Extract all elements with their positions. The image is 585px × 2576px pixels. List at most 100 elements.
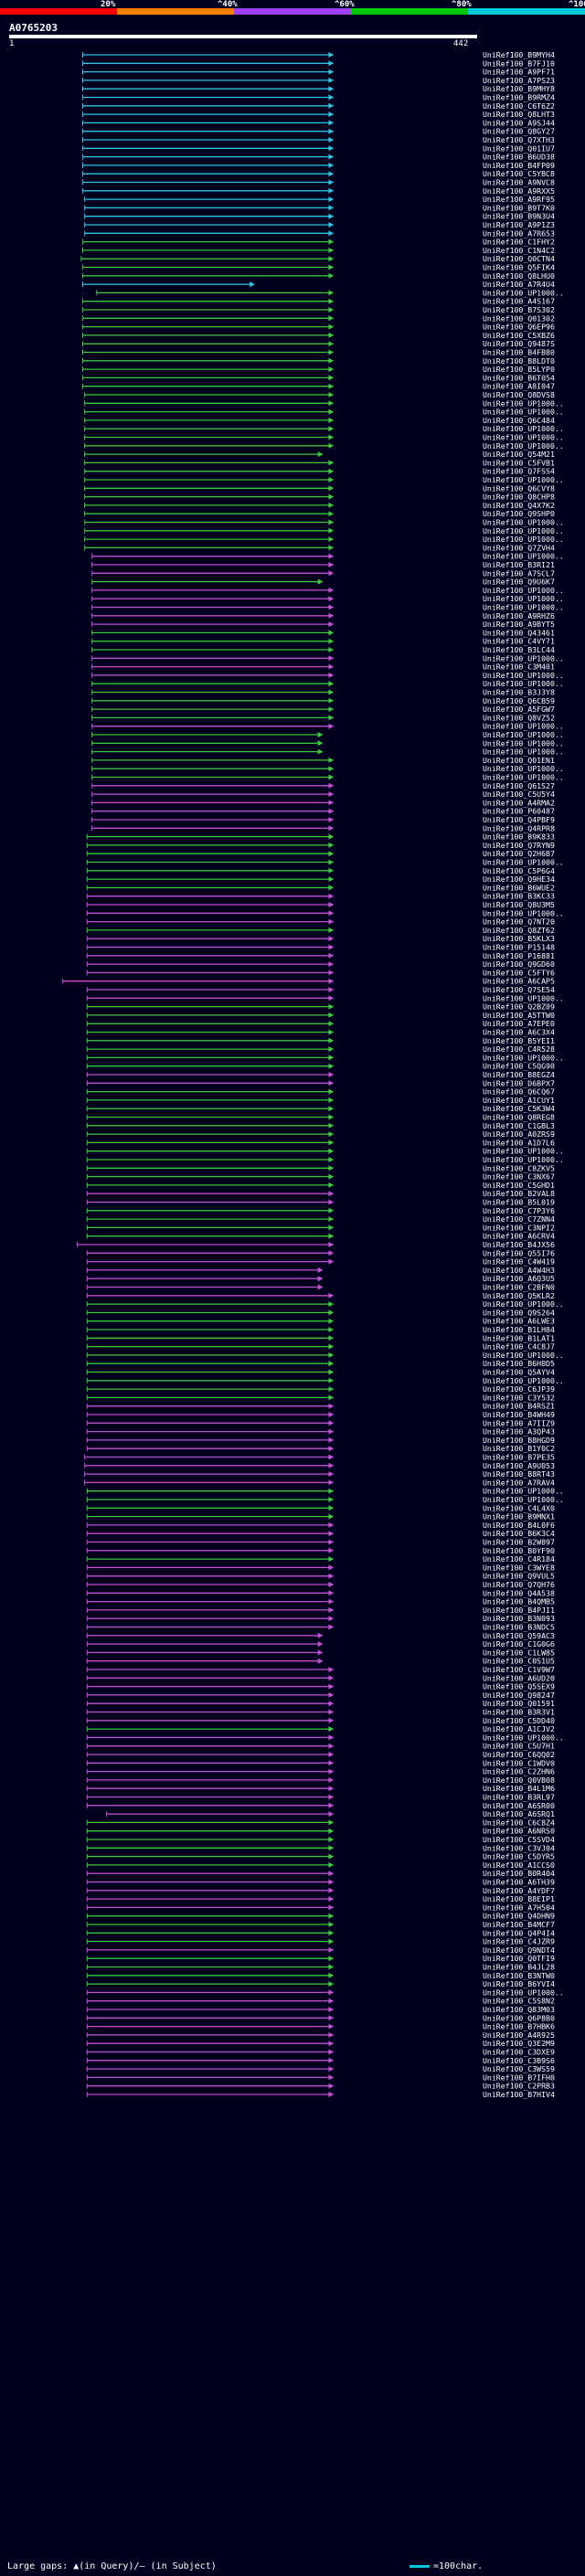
hit-row[interactable]: UniRef100_UP1000.. xyxy=(86,993,564,1002)
hit-label[interactable]: UniRef100_Q0CTN4 xyxy=(483,254,555,263)
hit-row[interactable]: UniRef100_C4R184 xyxy=(86,1554,555,1564)
hit-label[interactable]: UniRef100_B4MCF7 xyxy=(483,1920,555,1929)
hit-row[interactable]: UniRef100_C5SVD4 xyxy=(86,1835,555,1844)
hit-label[interactable]: UniRef100_Q9S264 xyxy=(483,1308,555,1317)
hit-row[interactable]: UniRef100_C4R528 xyxy=(86,1044,555,1054)
hit-label[interactable]: UniRef100_P16881 xyxy=(483,951,555,960)
hit-label[interactable]: UniRef100_B5L019 xyxy=(483,1198,555,1207)
hit-label[interactable]: UniRef100_C4VY71 xyxy=(483,637,555,646)
hit-row[interactable]: UniRef100_UP1000.. xyxy=(86,1988,564,1997)
hit-row[interactable]: UniRef100_UP1000.. xyxy=(86,1376,564,1385)
hit-label[interactable]: UniRef100_B3R3V1 xyxy=(483,1708,555,1717)
hit-label[interactable]: UniRef100_B8EIP1 xyxy=(483,1894,555,1903)
hit-label[interactable]: UniRef100_Q83M03 xyxy=(483,2005,555,2014)
hit-label[interactable]: UniRef100_Q9U6K7 xyxy=(483,578,555,587)
hit-row[interactable]: UniRef100_C4VY71 xyxy=(91,637,555,646)
hit-row[interactable]: UniRef100_UP1000.. xyxy=(91,747,564,757)
hit-label[interactable]: UniRef100_Q4P4I4 xyxy=(483,1928,555,1937)
hit-label[interactable]: UniRef100_C6C8Z4 xyxy=(483,1818,555,1827)
hit-label[interactable]: UniRef100_UP1000.. xyxy=(483,424,564,433)
hit-row[interactable]: UniRef100_B8RT43 xyxy=(84,1469,555,1479)
hit-row[interactable]: UniRef100_C2ZHN6 xyxy=(86,1767,555,1776)
hit-label[interactable]: UniRef100_Q01591 xyxy=(483,1699,555,1708)
hit-label[interactable]: UniRef100_B5LYP0 xyxy=(483,365,555,374)
hit-row[interactable]: UniRef100_A9NVC8 xyxy=(82,178,555,187)
hit-row[interactable]: UniRef100_C4W419 xyxy=(86,1257,555,1267)
hit-label[interactable]: UniRef100_C3B9S6 xyxy=(483,2056,555,2065)
hit-label[interactable]: UniRef100_A7H504 xyxy=(483,1903,555,1912)
hit-label[interactable]: UniRef100_UP1000.. xyxy=(483,1988,564,1997)
hit-label[interactable]: UniRef100_C5FTY6 xyxy=(483,968,555,977)
hit-label[interactable]: UniRef100_B5KLX3 xyxy=(483,934,555,943)
hit-row[interactable]: UniRef100_A7SCL7 xyxy=(91,568,555,578)
hit-row[interactable]: UniRef100_C5XBZ6 xyxy=(82,331,555,340)
hit-row[interactable]: UniRef100_A7R653 xyxy=(84,228,555,238)
hit-row[interactable]: UniRef100_C3DXE9 xyxy=(86,2048,555,2057)
hit-label[interactable]: UniRef100_A9P1Z3 xyxy=(483,220,555,229)
hit-row[interactable]: UniRef100_Q7ZVH4 xyxy=(84,543,555,552)
hit-label[interactable]: UniRef100_B0YF90 xyxy=(483,1546,555,1555)
hit-row[interactable]: UniRef100_A6Q3U5 xyxy=(86,1274,555,1283)
hit-row[interactable]: UniRef100_Q7FSS4 xyxy=(84,467,555,476)
hit-label[interactable]: UniRef100_A7RAV4 xyxy=(483,1478,555,1487)
hit-label[interactable]: UniRef100_Q8REG8 xyxy=(483,1113,555,1122)
hit-label[interactable]: UniRef100_A6UD20 xyxy=(483,1673,555,1682)
hit-row[interactable]: UniRef100_UP1000.. xyxy=(84,424,564,433)
hit-label[interactable]: UniRef100_C5GHD1 xyxy=(483,1181,555,1190)
hit-row[interactable]: UniRef100_Q9NDT4 xyxy=(86,1945,555,1955)
hit-row[interactable]: UniRef100_Q8CHP8 xyxy=(84,493,555,502)
hit-row[interactable]: UniRef100_A9BYT5 xyxy=(91,620,555,629)
hit-row[interactable]: UniRef100_C6T6Z2 xyxy=(82,101,555,111)
hit-row[interactable]: UniRef100_UP1000.. xyxy=(91,679,564,688)
hit-row[interactable]: UniRef100_Q4X7K2 xyxy=(84,501,555,510)
hit-label[interactable]: UniRef100_A9U053 xyxy=(483,1461,555,1470)
hit-label[interactable]: UniRef100_Q6EP96 xyxy=(483,323,555,332)
hit-label[interactable]: UniRef100_A7SCL7 xyxy=(483,568,555,578)
hit-row[interactable]: UniRef100_Q9VUL5 xyxy=(86,1572,555,1581)
hit-label[interactable]: UniRef100_A1CJV2 xyxy=(483,1724,555,1733)
hit-label[interactable]: UniRef100_B4PJI1 xyxy=(483,1606,555,1615)
hit-label[interactable]: UniRef100_C1V9W7 xyxy=(483,1665,555,1674)
hit-label[interactable]: UniRef100_B3LC44 xyxy=(483,645,555,654)
hit-row[interactable]: UniRef100_Q61S27 xyxy=(91,781,555,790)
hit-row[interactable]: UniRef100_B9N3U4 xyxy=(84,212,555,221)
hit-row[interactable]: UniRef100_B4L1M6 xyxy=(86,1784,555,1793)
hit-row[interactable]: UniRef100_C3WYE8 xyxy=(86,1563,555,1572)
hit-row[interactable]: UniRef100_UP1000.. xyxy=(91,552,564,561)
hit-label[interactable]: UniRef100_C5YBC8 xyxy=(483,169,555,178)
hit-label[interactable]: UniRef100_B3NDC5 xyxy=(483,1623,555,1632)
hit-label[interactable]: UniRef100_C5DD40 xyxy=(483,1716,555,1725)
hit-label[interactable]: UniRef100_UP1000.. xyxy=(483,722,564,731)
hit-label[interactable]: UniRef100_Q43461 xyxy=(483,628,555,637)
hit-label[interactable]: UniRef100_Q0TFI9 xyxy=(483,1954,555,1963)
hit-label[interactable]: UniRef100_A7IIZ9 xyxy=(483,1418,555,1427)
hit-row[interactable]: UniRef100_Q01IU7 xyxy=(82,143,555,153)
hit-label[interactable]: UniRef100_C6T6Z2 xyxy=(483,101,555,111)
hit-label[interactable]: UniRef100_A5TTW0 xyxy=(483,1011,555,1020)
hit-row[interactable]: UniRef100_UP1000.. xyxy=(86,1155,564,1164)
hit-row[interactable]: UniRef100_B9MYH4 xyxy=(82,50,555,59)
hit-row[interactable]: UniRef100_Q6P8B0 xyxy=(86,2013,555,2022)
hit-label[interactable]: UniRef100_C2BFN0 xyxy=(483,1283,555,1292)
hit-row[interactable]: UniRef100_Q8U3M5 xyxy=(86,900,555,909)
hit-label[interactable]: UniRef100_Q4A538 xyxy=(483,1588,555,1597)
hit-row[interactable]: UniRef100_Q5FIK4 xyxy=(82,263,555,272)
hit-row[interactable]: UniRef100_Q7SE54 xyxy=(86,985,555,994)
hit-row[interactable]: UniRef100_B7S302 xyxy=(82,305,555,314)
hit-row[interactable]: UniRef100_UP1000.. xyxy=(86,1147,564,1156)
hit-row[interactable]: UniRef100_B1LH84 xyxy=(86,1325,555,1334)
hit-row[interactable]: UniRef100_C4JZR9 xyxy=(86,1937,555,1946)
hit-label[interactable]: UniRef100_Q55I76 xyxy=(483,1248,555,1257)
hit-row[interactable]: UniRef100_A9PF71 xyxy=(82,68,555,77)
hit-label[interactable]: UniRef100_UP1000.. xyxy=(483,671,564,680)
hit-row[interactable]: UniRef100_Q5AYV4 xyxy=(86,1368,555,1377)
hit-row[interactable]: UniRef100_C3NPI2 xyxy=(86,1223,555,1232)
hit-row[interactable]: UniRef100_UP1000.. xyxy=(91,671,564,680)
hit-label[interactable]: UniRef100_D6BPX7 xyxy=(483,1078,555,1087)
hit-row[interactable]: UniRef100_C3B9S6 xyxy=(86,2056,555,2065)
hit-row[interactable]: UniRef100_B4JX56 xyxy=(77,1240,555,1249)
hit-row[interactable]: UniRef100_UP1000.. xyxy=(86,858,564,867)
hit-row[interactable]: UniRef100_A1CJV2 xyxy=(86,1724,555,1733)
hit-label[interactable]: UniRef100_Q6P8B0 xyxy=(483,2013,555,2022)
hit-row[interactable]: UniRef100_Q01591 xyxy=(86,1699,555,1708)
